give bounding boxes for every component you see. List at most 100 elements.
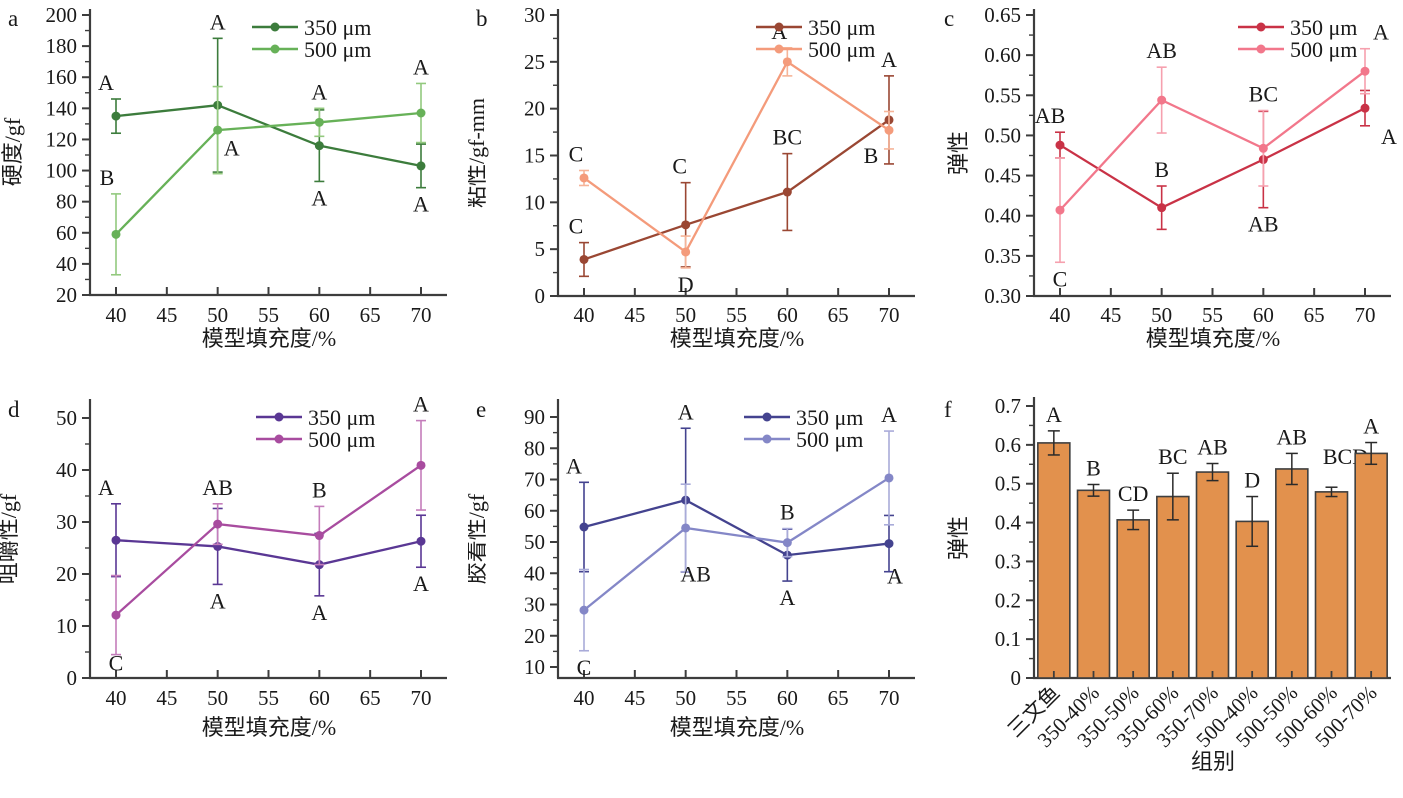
series-500μm: C D A B — [569, 19, 894, 297]
data-point — [681, 220, 691, 230]
x-tick-label: 65 — [1304, 303, 1325, 327]
y-tick-label: 0.4 — [995, 511, 1022, 535]
data-point — [884, 473, 894, 483]
x-axis-label: 模型填充度/% — [1146, 326, 1280, 351]
y-tick-label: 0.60 — [984, 43, 1021, 67]
data-point — [111, 535, 121, 545]
legend-label: 500 μm — [1290, 37, 1357, 62]
significance-letter: A — [224, 136, 240, 161]
legend-marker — [762, 412, 772, 422]
x-tick-label: 60 — [309, 686, 330, 710]
x-tick-label: 65 — [828, 686, 849, 710]
y-tick-label: 70 — [524, 468, 545, 492]
y-tick-label: 40 — [56, 252, 77, 276]
y-tick-label: 30 — [56, 510, 77, 534]
data-point — [111, 610, 121, 620]
legend-label: 500 μm — [796, 427, 863, 452]
x-ticks: 40 45 50 55 60 65 70 — [574, 670, 900, 710]
significance-letter: A — [311, 79, 327, 104]
significance-letter: A — [887, 564, 903, 589]
data-point — [579, 254, 589, 264]
significance-letter: A — [881, 402, 897, 427]
legend-label: 500 μm — [308, 427, 375, 452]
y-tick-label: 20 — [56, 283, 77, 307]
y-tick-label: 0.55 — [984, 83, 1021, 107]
bar — [1037, 442, 1071, 679]
x-tick-label: 40 — [106, 686, 127, 710]
significance-letter: D — [1244, 468, 1260, 493]
panel-b-stickiness-chart: 0 5 10 15 20 25 30 粘性/gf-mm 模型填充度/% b 40 45 50 55 60 65… — [468, 3, 915, 351]
bar — [1076, 489, 1111, 679]
error-bar — [1047, 430, 1060, 456]
y-tick-label: 20 — [524, 97, 545, 121]
y-tick-label: 180 — [46, 34, 78, 58]
x-tick-label: 65 — [828, 303, 849, 327]
significance-letter: A — [1363, 414, 1379, 439]
legend-label: 350 μm — [808, 15, 875, 40]
significance-letter: B — [1086, 455, 1101, 480]
x-tick-label: 70 — [411, 686, 432, 710]
series-500μm: B A A A — [100, 54, 429, 276]
series-350μm: A A A A — [98, 475, 429, 625]
y-tick-label: 0.45 — [984, 164, 1021, 188]
data-point — [1258, 143, 1268, 153]
x-axis-label: 组别 — [1191, 749, 1235, 774]
data-point — [213, 125, 223, 135]
series-line — [115, 464, 422, 616]
x-tick-label: 50 — [1151, 303, 1172, 327]
legend-label: 350 μm — [1290, 15, 1357, 40]
y-tick-label: 0.7 — [995, 394, 1021, 418]
y-tick-label: 15 — [524, 144, 545, 168]
x-tick-label: 60 — [777, 303, 798, 327]
series-350μm: AB B AB A — [1035, 89, 1397, 237]
y-tick-label: 0.1 — [995, 627, 1021, 651]
y-tick-label: 20 — [524, 624, 545, 648]
series-500μm: C AB B A — [577, 402, 897, 680]
y-tick-label: 0.2 — [995, 588, 1021, 612]
x-tick-label: 45 — [624, 686, 645, 710]
y-tick-label: 30 — [524, 3, 545, 27]
x-tick-label: 50 — [207, 686, 228, 710]
series-500μm: C AB BC A — [1053, 20, 1389, 292]
y-axis-label: 咀嚼性/gf — [0, 493, 21, 584]
legend-marker — [762, 434, 772, 444]
bars: A三文鱼B350-40%CD350-50%BC350-60%AB350-70%D… — [1003, 402, 1388, 752]
bar — [1235, 520, 1269, 679]
data-point — [782, 57, 792, 67]
panel-letter: d — [8, 397, 20, 422]
significance-letter: A — [98, 70, 114, 95]
series-line — [1059, 70, 1366, 211]
x-tick-label: 70 — [879, 686, 900, 710]
series-line — [583, 118, 890, 261]
data-point — [579, 522, 589, 532]
significance-letter: AB — [1277, 424, 1308, 449]
significance-letter: A — [1381, 124, 1397, 149]
significance-letter: BC — [1158, 444, 1187, 469]
x-tick-label: 50 — [675, 303, 696, 327]
legend-marker — [1256, 44, 1266, 54]
data-point — [579, 605, 589, 615]
legend-label: 350 μm — [796, 405, 863, 430]
significance-letter: A — [413, 571, 429, 596]
y-tick-label: 80 — [56, 190, 77, 214]
y-tick-label: 60 — [56, 221, 77, 245]
significance-letter: A — [413, 192, 429, 217]
legend-label: 350 μm — [304, 15, 371, 40]
x-tick-label: 50 — [207, 303, 228, 327]
legend-marker — [1256, 22, 1266, 32]
y-axis-label: 弹性 — [946, 516, 971, 560]
panel-a-hardness-chart: 20 40 60 80 100 120 140 160 180 200 硬度/gf 模型填充度/% a 4… — [0, 3, 447, 351]
bar — [1195, 471, 1230, 679]
x-tick-label: 55 — [1202, 303, 1223, 327]
x-tick-label: 55 — [726, 303, 747, 327]
significance-letter: A — [881, 47, 897, 72]
significance-letter: C — [1053, 266, 1068, 291]
significance-letter: B — [100, 165, 115, 190]
data-point — [314, 117, 324, 127]
y-tick-label: 0.30 — [984, 284, 1021, 308]
x-tick-label: 70 — [411, 303, 432, 327]
data-point — [782, 538, 792, 548]
error-bar — [1365, 441, 1378, 466]
